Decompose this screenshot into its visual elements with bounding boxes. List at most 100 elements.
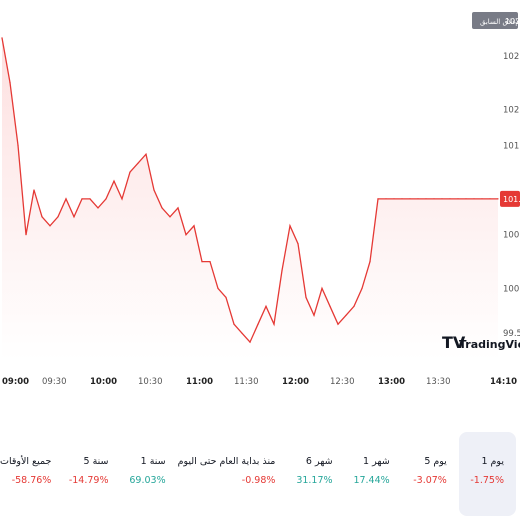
tradingview-logo-icon: TV bbox=[442, 333, 466, 352]
range-label: 1 سنة bbox=[140, 456, 166, 467]
price-point bbox=[25, 234, 27, 236]
price-point bbox=[345, 314, 347, 316]
price-point bbox=[209, 261, 211, 263]
range-tab[interactable]: 5 يوم -3.07% bbox=[402, 428, 459, 520]
y-tick-label: 99.5 bbox=[503, 329, 520, 339]
y-tick-label: 102.0 bbox=[503, 106, 520, 116]
last-price-badge: 101.0 bbox=[500, 190, 520, 207]
x-tick-label: 11:00 bbox=[186, 377, 213, 387]
price-point bbox=[153, 189, 155, 191]
price-point bbox=[401, 198, 403, 200]
x-tick-label: 14:10 bbox=[490, 377, 517, 387]
price-point bbox=[65, 198, 67, 200]
x-tick-label: 10:30 bbox=[138, 377, 163, 387]
range-tab[interactable]: 1 يوم -1.75% bbox=[458, 432, 516, 516]
range-value: -58.76% bbox=[11, 475, 52, 486]
price-point bbox=[273, 323, 275, 325]
y-tick-label: 100.6 bbox=[503, 231, 520, 241]
price-point bbox=[249, 341, 251, 343]
price-point bbox=[313, 314, 315, 316]
range-value: 31.17% bbox=[296, 475, 333, 486]
price-point bbox=[73, 216, 75, 218]
price-point bbox=[97, 207, 99, 209]
last-price-value: 101.0 bbox=[503, 195, 520, 204]
price-point bbox=[297, 243, 299, 245]
price-point bbox=[481, 198, 483, 200]
x-tick-label: 09:30 bbox=[42, 377, 67, 387]
price-point bbox=[425, 198, 427, 200]
price-point bbox=[329, 305, 331, 307]
price-point bbox=[457, 198, 459, 200]
range-tab[interactable]: 5 سنة -14.79% bbox=[63, 428, 120, 520]
price-point bbox=[265, 305, 267, 307]
price-point bbox=[121, 198, 123, 200]
x-tick-label: 09:00 bbox=[2, 377, 29, 387]
performance-ranges: جميع الأوقات -58.76% 5 سنة -14.79% 1 سنة 69.0… bbox=[0, 428, 520, 520]
x-tick-label: 13:30 bbox=[426, 377, 451, 387]
price-point bbox=[193, 225, 195, 227]
x-tick-label: 12:30 bbox=[330, 377, 355, 387]
price-point bbox=[129, 171, 131, 173]
y-tick-label: 101.6 bbox=[503, 141, 520, 151]
price-point bbox=[489, 198, 491, 200]
price-point bbox=[17, 144, 19, 146]
tradingview-watermark: TV TradingView bbox=[442, 333, 520, 352]
range-tab[interactable]: 1 شهر 17.44% bbox=[345, 428, 402, 520]
range-value: 69.03% bbox=[129, 475, 166, 486]
price-area-fill bbox=[2, 37, 498, 361]
price-point bbox=[169, 216, 171, 218]
x-tick-label: 12:00 bbox=[282, 377, 309, 387]
range-label: جميع الأوقات bbox=[0, 456, 52, 467]
range-label: 5 يوم bbox=[424, 456, 447, 467]
range-value: -1.75% bbox=[470, 475, 504, 486]
price-point bbox=[57, 216, 59, 218]
price-point bbox=[9, 82, 11, 84]
price-point bbox=[337, 323, 339, 325]
range-label: 1 يوم bbox=[481, 456, 504, 467]
range-tab[interactable]: منذ بداية العام حتى اليوم -0.98% bbox=[178, 428, 288, 520]
range-tab[interactable]: 1 سنة 69.03% bbox=[120, 428, 177, 520]
previous-close-value: 102.8 bbox=[505, 17, 520, 26]
price-point bbox=[257, 323, 259, 325]
price-point bbox=[1, 37, 3, 39]
price-chart[interactable]: 102.6 102.0 101.6 101.0 100.6 100.0 99.5 09:00… bbox=[0, 0, 520, 390]
price-point bbox=[409, 198, 411, 200]
price-point bbox=[49, 225, 51, 227]
price-point bbox=[377, 198, 379, 200]
price-point bbox=[241, 332, 243, 334]
price-point bbox=[145, 153, 147, 155]
y-tick-label: 100.0 bbox=[503, 284, 520, 294]
range-tab[interactable]: 6 شهر 31.17% bbox=[287, 428, 344, 520]
price-point bbox=[441, 198, 443, 200]
price-point bbox=[113, 180, 115, 182]
x-tick-label: 11:30 bbox=[234, 377, 259, 387]
price-point bbox=[321, 287, 323, 289]
previous-close-label: الإغلاق السابق bbox=[480, 18, 520, 26]
price-point bbox=[33, 189, 35, 191]
y-tick-label: 102.6 bbox=[503, 52, 520, 62]
price-point bbox=[177, 207, 179, 209]
price-point bbox=[497, 198, 499, 200]
price-point bbox=[105, 198, 107, 200]
price-point bbox=[41, 216, 43, 218]
previous-close-badge: الإغلاق السابق 102.8 bbox=[472, 12, 520, 29]
price-point bbox=[289, 225, 291, 227]
price-point bbox=[233, 323, 235, 325]
price-point bbox=[353, 305, 355, 307]
x-tick-label: 13:00 bbox=[378, 377, 405, 387]
range-label: 1 شهر bbox=[363, 456, 390, 467]
price-point bbox=[361, 287, 363, 289]
price-point bbox=[161, 207, 163, 209]
price-point bbox=[449, 198, 451, 200]
range-value: -0.98% bbox=[241, 475, 276, 486]
price-point bbox=[225, 296, 227, 298]
price-point bbox=[217, 287, 219, 289]
range-tab[interactable]: جميع الأوقات -58.76% bbox=[0, 428, 63, 520]
price-point bbox=[433, 198, 435, 200]
tradingview-wordmark: TradingView bbox=[459, 338, 520, 351]
chart-svg[interactable]: 102.6 102.0 101.6 101.0 100.6 100.0 99.5 09:00… bbox=[0, 0, 520, 390]
price-point bbox=[81, 198, 83, 200]
price-point bbox=[417, 198, 419, 200]
x-tick-label: 10:00 bbox=[90, 377, 117, 387]
range-value: 17.44% bbox=[353, 475, 390, 486]
